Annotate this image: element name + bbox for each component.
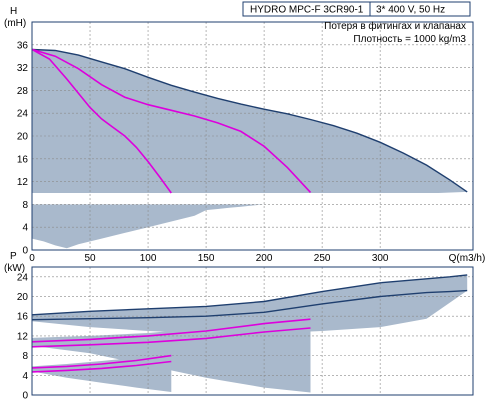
series-line-5 [32,360,172,373]
x-axis-label: Q(m3/h) [449,253,486,264]
series-line-0 [32,48,468,193]
shaded-operating-region [32,49,468,249]
x-tick-label: 100 [140,253,157,264]
series-line-4 [32,354,172,369]
x-tick-label: 50 [84,253,96,264]
chart-title: HYDRO MPC-F 3CR90-1 [250,5,364,16]
y-tick-label: 16 [17,154,29,165]
y-tick-label: 12 [17,177,29,188]
panel-frame-0 [31,21,474,251]
x-tick-label: 0 [29,253,35,264]
y-tick-label: 20 [17,132,29,143]
y-tick-label: 0 [22,391,28,400]
y-tick-label: 24 [17,109,29,120]
y-tick-label: 20 [17,292,29,303]
panel-frame-1 [31,266,474,396]
plot-area-0 [32,22,473,250]
x-tick-label: 250 [314,253,331,264]
series-line-2 [32,318,311,343]
shaded-power-region-2 [32,355,172,392]
y-tick-label: 28 [17,86,29,97]
shaded-power-region-0 [32,274,468,334]
white-gap-band [32,193,473,205]
y-tick-label: 8 [22,200,28,211]
y-tick-label: 36 [17,40,29,51]
header-box [242,1,471,17]
y-tick-label: 24 [17,272,29,283]
chart-subtitle: 3* 400 V, 50 Hz [376,5,445,16]
y-axis-unit: (mН) [4,18,26,29]
x-tick-label: 200 [256,253,273,264]
annotation-density: Плотность = 1000 kg/m3 [353,34,466,45]
series-line-1 [32,48,312,193]
plot-area-1 [32,267,473,395]
series-line-2 [32,48,172,194]
x-tick-label: 150 [198,253,215,264]
y-tick-label: 16 [17,312,29,323]
y-axis-label: P [10,251,17,262]
y-axis-label: H [10,6,17,17]
y-tick-label: 0 [22,246,28,257]
y-tick-label: 8 [22,351,28,362]
series-line-3 [32,327,311,348]
y-tick-label: 4 [22,371,28,382]
series-line-0 [32,274,468,316]
y-tick-label: 12 [17,331,29,342]
y-axis-unit: (kW) [4,263,25,274]
x-tick-label: 300 [372,253,389,264]
y-tick-label: 4 [22,223,28,234]
y-tick-label: 32 [17,63,29,74]
series-line-1 [32,289,468,321]
annotation-losses: Потеря в фитингах и клапанах [324,20,466,32]
